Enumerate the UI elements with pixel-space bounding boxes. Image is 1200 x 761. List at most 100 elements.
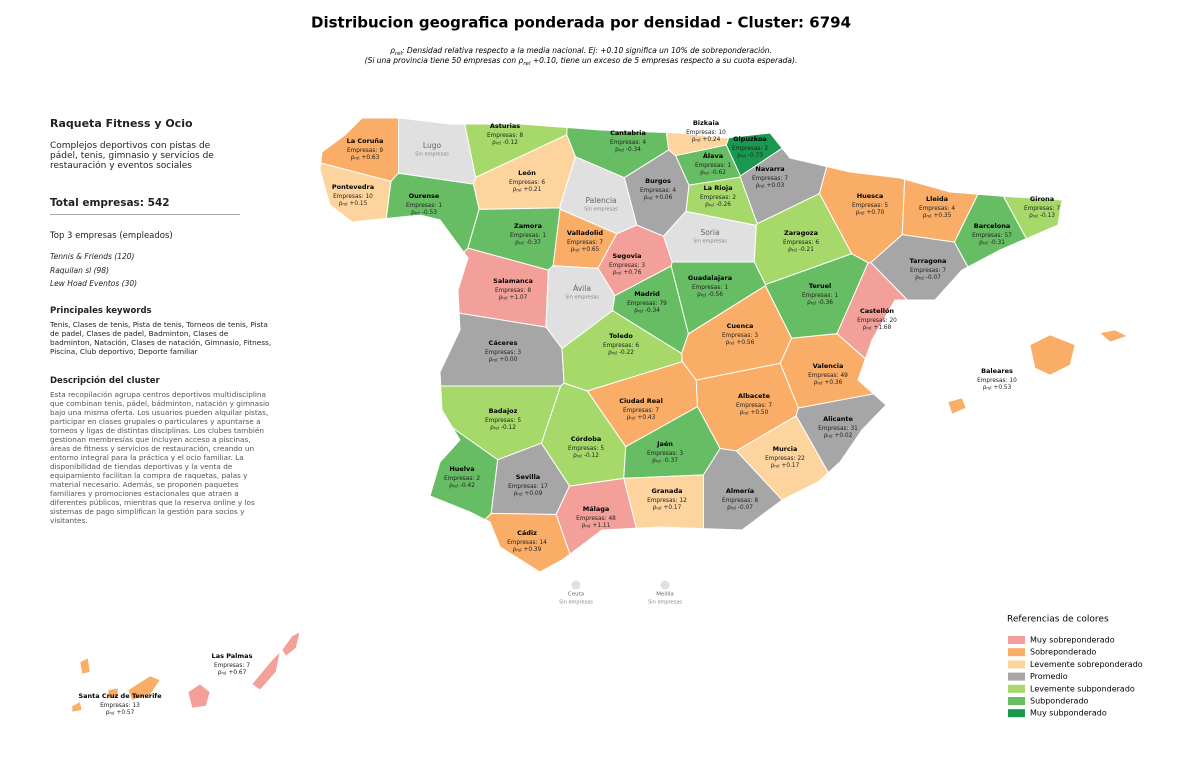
- companies-value: 3: [641, 263, 645, 269]
- rho-value: -0.37: [526, 240, 541, 246]
- province-name: Jaén: [656, 440, 673, 448]
- province-name: Santa Cruz de Tenerife: [78, 692, 162, 700]
- rho-value: +0.39: [524, 547, 542, 553]
- rho-label: ρrel -0.07: [915, 275, 941, 281]
- legend-swatch: [1008, 672, 1025, 681]
- rho: ρ: [513, 187, 517, 193]
- companies-value: 1: [542, 233, 546, 239]
- companies-label: Empresas: 5: [485, 418, 521, 424]
- rho: ρ: [726, 340, 730, 346]
- rho-sub: rel: [759, 184, 764, 189]
- rho: ρ: [824, 433, 828, 439]
- summary: Complejos deportivos con pistas de pádel…: [50, 141, 214, 171]
- rho-value: +0.76: [624, 270, 642, 276]
- province-name: Castellón: [860, 307, 894, 315]
- rho: ρ: [915, 275, 919, 281]
- companies-label: Empresas: 8: [722, 498, 758, 504]
- companies-value: 10: [365, 194, 373, 200]
- province-name: Alicante: [823, 415, 853, 423]
- province-name: Ciudad Real: [619, 397, 663, 405]
- rho-sub: rel: [656, 506, 661, 511]
- rho-sub: rel: [492, 358, 497, 363]
- companies-prefix: Empresas:: [623, 408, 653, 414]
- province-name: Segovia: [612, 252, 641, 260]
- rho-sub: rel: [859, 211, 864, 216]
- companies-label: Empresas: 4: [640, 188, 676, 194]
- rho: ρ: [218, 670, 222, 676]
- rho: ρ: [608, 350, 612, 356]
- rho-value: +1.11: [593, 523, 611, 529]
- rho: ρ: [856, 210, 860, 216]
- province-name: Las Palmas: [212, 652, 253, 660]
- rho-sub: rel: [983, 241, 988, 246]
- companies-label: Empresas: 3: [647, 451, 683, 457]
- rho-value: +0.02: [835, 433, 853, 439]
- top-item: Lew Hoad Eventos (30): [50, 279, 138, 288]
- companies-value: 9: [379, 148, 383, 154]
- rho: ρ: [692, 137, 696, 143]
- rho-label: ρrel +0.03: [756, 183, 785, 189]
- companies-value: 5: [884, 203, 888, 209]
- province-name: Ceuta: [568, 592, 584, 598]
- rho-sub: rel: [574, 248, 579, 253]
- rho-sub: rel: [342, 202, 347, 207]
- companies-prefix: Empresas:: [510, 233, 540, 239]
- rho-sub: rel: [354, 156, 359, 161]
- legend-label: Promedio: [1030, 672, 1068, 681]
- rho-sub: rel: [729, 341, 734, 346]
- island: [251, 651, 281, 691]
- rho-value: +0.35: [934, 213, 952, 219]
- rho-label: ρrel +0.09: [514, 491, 543, 497]
- legend-label: Levemente sobreponderado: [1030, 660, 1143, 669]
- province-name: Ávila: [573, 284, 591, 293]
- legend-swatch: [1008, 697, 1025, 705]
- rho-sub: rel: [638, 309, 643, 314]
- rho-value: -0.07: [926, 275, 941, 281]
- companies-label: Empresas: 14: [507, 540, 547, 546]
- province-name: Toledo: [609, 332, 633, 340]
- companies-prefix: Empresas:: [977, 378, 1007, 384]
- rho: ρ: [627, 415, 631, 421]
- rho-label: ρrel -0.37: [652, 458, 678, 464]
- rho-label: ρrel -0.34: [615, 147, 641, 153]
- companies-value: 2: [476, 476, 480, 482]
- rho-sub: rel: [415, 211, 420, 216]
- island: [107, 687, 119, 699]
- rho-value: -0.26: [716, 202, 731, 208]
- legend-label: Sobreponderado: [1030, 648, 1096, 657]
- island: [1099, 329, 1128, 343]
- no-data: Sin empresas: [648, 600, 682, 606]
- province-name: Lleida: [926, 195, 948, 203]
- companies-label: Empresas: 3: [722, 333, 758, 339]
- rho: ρ: [615, 147, 619, 153]
- province-name: Albacete: [738, 392, 771, 400]
- rho: ρ: [697, 292, 701, 298]
- companies-label: Empresas: 1: [695, 163, 731, 169]
- province-name: Teruel: [809, 282, 831, 290]
- rho-value: -0.42: [460, 483, 475, 489]
- companies-value: 14: [539, 540, 547, 546]
- rho: ρ: [634, 308, 638, 314]
- companies-prefix: Empresas:: [333, 194, 363, 200]
- companies-value: 7: [768, 403, 772, 409]
- rho-label: ρrel +0.35: [923, 213, 952, 219]
- companies-value: 3: [679, 451, 683, 457]
- companies-prefix: Empresas:: [485, 350, 515, 356]
- rho-sub: rel: [585, 524, 590, 529]
- rho: ρ: [652, 458, 656, 464]
- companies-value: 8: [519, 133, 523, 139]
- rho-sub: rel: [494, 426, 499, 431]
- companies-label: Empresas: 2: [732, 146, 768, 152]
- province-name: La Rioja: [703, 184, 732, 192]
- companies-label: Empresas: 7: [623, 408, 659, 414]
- rho-sub: rel: [743, 411, 748, 416]
- companies-prefix: Empresas:: [567, 240, 597, 246]
- island: [71, 701, 83, 713]
- companies-prefix: Empresas:: [736, 403, 766, 409]
- rho-value: +0.17: [782, 463, 800, 469]
- island: [1029, 334, 1076, 376]
- province-name: Badajoz: [489, 407, 518, 415]
- companies-prefix: Empresas:: [214, 663, 244, 669]
- rho-sub: rel: [741, 154, 746, 159]
